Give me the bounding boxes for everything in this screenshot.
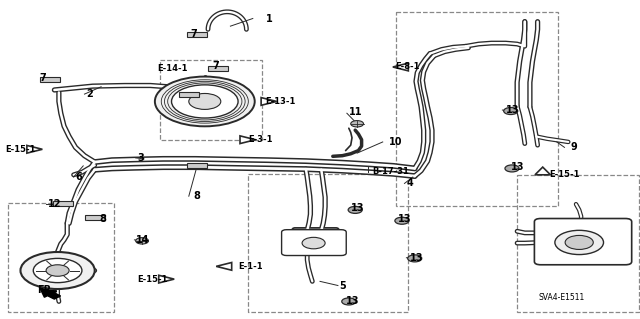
Bar: [8, 203, 114, 312]
Text: 13: 13: [398, 214, 412, 225]
Text: 13: 13: [506, 105, 519, 115]
Text: 8: 8: [99, 213, 106, 224]
Text: E-8-1: E-8-1: [396, 62, 420, 71]
Text: 13: 13: [511, 161, 524, 172]
Text: 10: 10: [389, 137, 403, 147]
Text: 5: 5: [339, 280, 346, 291]
Circle shape: [155, 77, 255, 126]
Circle shape: [302, 237, 325, 249]
Text: E-15-1: E-15-1: [5, 145, 36, 154]
Circle shape: [408, 255, 422, 262]
Text: FR.: FR.: [37, 285, 55, 295]
Text: E-1-1: E-1-1: [238, 262, 262, 271]
Text: E-3-1: E-3-1: [248, 135, 273, 144]
Text: 7: 7: [191, 29, 198, 40]
Bar: [187, 163, 207, 168]
Circle shape: [342, 298, 356, 305]
Circle shape: [504, 108, 518, 115]
Text: 12: 12: [48, 198, 61, 209]
Circle shape: [33, 258, 82, 283]
Circle shape: [46, 265, 69, 276]
Polygon shape: [535, 167, 550, 175]
Text: 7: 7: [40, 73, 47, 83]
FancyArrow shape: [40, 289, 61, 299]
Bar: [396, 12, 558, 206]
Circle shape: [348, 206, 362, 213]
Circle shape: [505, 165, 519, 172]
Circle shape: [189, 93, 221, 109]
Bar: [207, 66, 228, 71]
Text: 3: 3: [138, 153, 145, 163]
Text: 11: 11: [349, 107, 362, 117]
Circle shape: [395, 217, 409, 224]
Circle shape: [351, 121, 364, 127]
Text: 13: 13: [410, 253, 423, 263]
Text: E-15-1: E-15-1: [138, 275, 168, 284]
Bar: [84, 215, 105, 220]
Text: 4: 4: [406, 178, 413, 189]
Polygon shape: [240, 136, 255, 144]
Bar: [160, 60, 262, 140]
Polygon shape: [27, 145, 42, 153]
Text: E-15-1: E-15-1: [549, 170, 580, 179]
Text: 1: 1: [266, 13, 273, 24]
Bar: [40, 77, 60, 82]
Text: SVA4-E1511: SVA4-E1511: [539, 293, 585, 302]
Circle shape: [136, 238, 148, 244]
Polygon shape: [393, 63, 408, 71]
Bar: [179, 92, 199, 97]
Text: 7: 7: [212, 61, 220, 71]
Text: 2: 2: [86, 89, 93, 99]
Circle shape: [172, 85, 238, 118]
FancyBboxPatch shape: [282, 230, 346, 256]
Circle shape: [20, 252, 95, 289]
Text: 9: 9: [571, 142, 578, 152]
Text: 14: 14: [136, 235, 149, 245]
Text: 8: 8: [193, 191, 200, 201]
Bar: [517, 175, 639, 312]
Text: B-17-31: B-17-31: [372, 167, 410, 176]
Polygon shape: [159, 275, 174, 283]
Text: E-14-1: E-14-1: [157, 64, 188, 73]
Circle shape: [565, 235, 593, 249]
FancyBboxPatch shape: [534, 219, 632, 265]
Polygon shape: [216, 263, 232, 270]
Circle shape: [555, 230, 604, 255]
Text: 6: 6: [76, 172, 83, 182]
Bar: [248, 174, 408, 312]
Bar: [52, 201, 73, 206]
Text: E-13-1: E-13-1: [266, 97, 296, 106]
Text: 13: 13: [346, 296, 359, 307]
Bar: [187, 32, 207, 37]
Text: 13: 13: [351, 203, 364, 213]
Polygon shape: [261, 98, 276, 105]
